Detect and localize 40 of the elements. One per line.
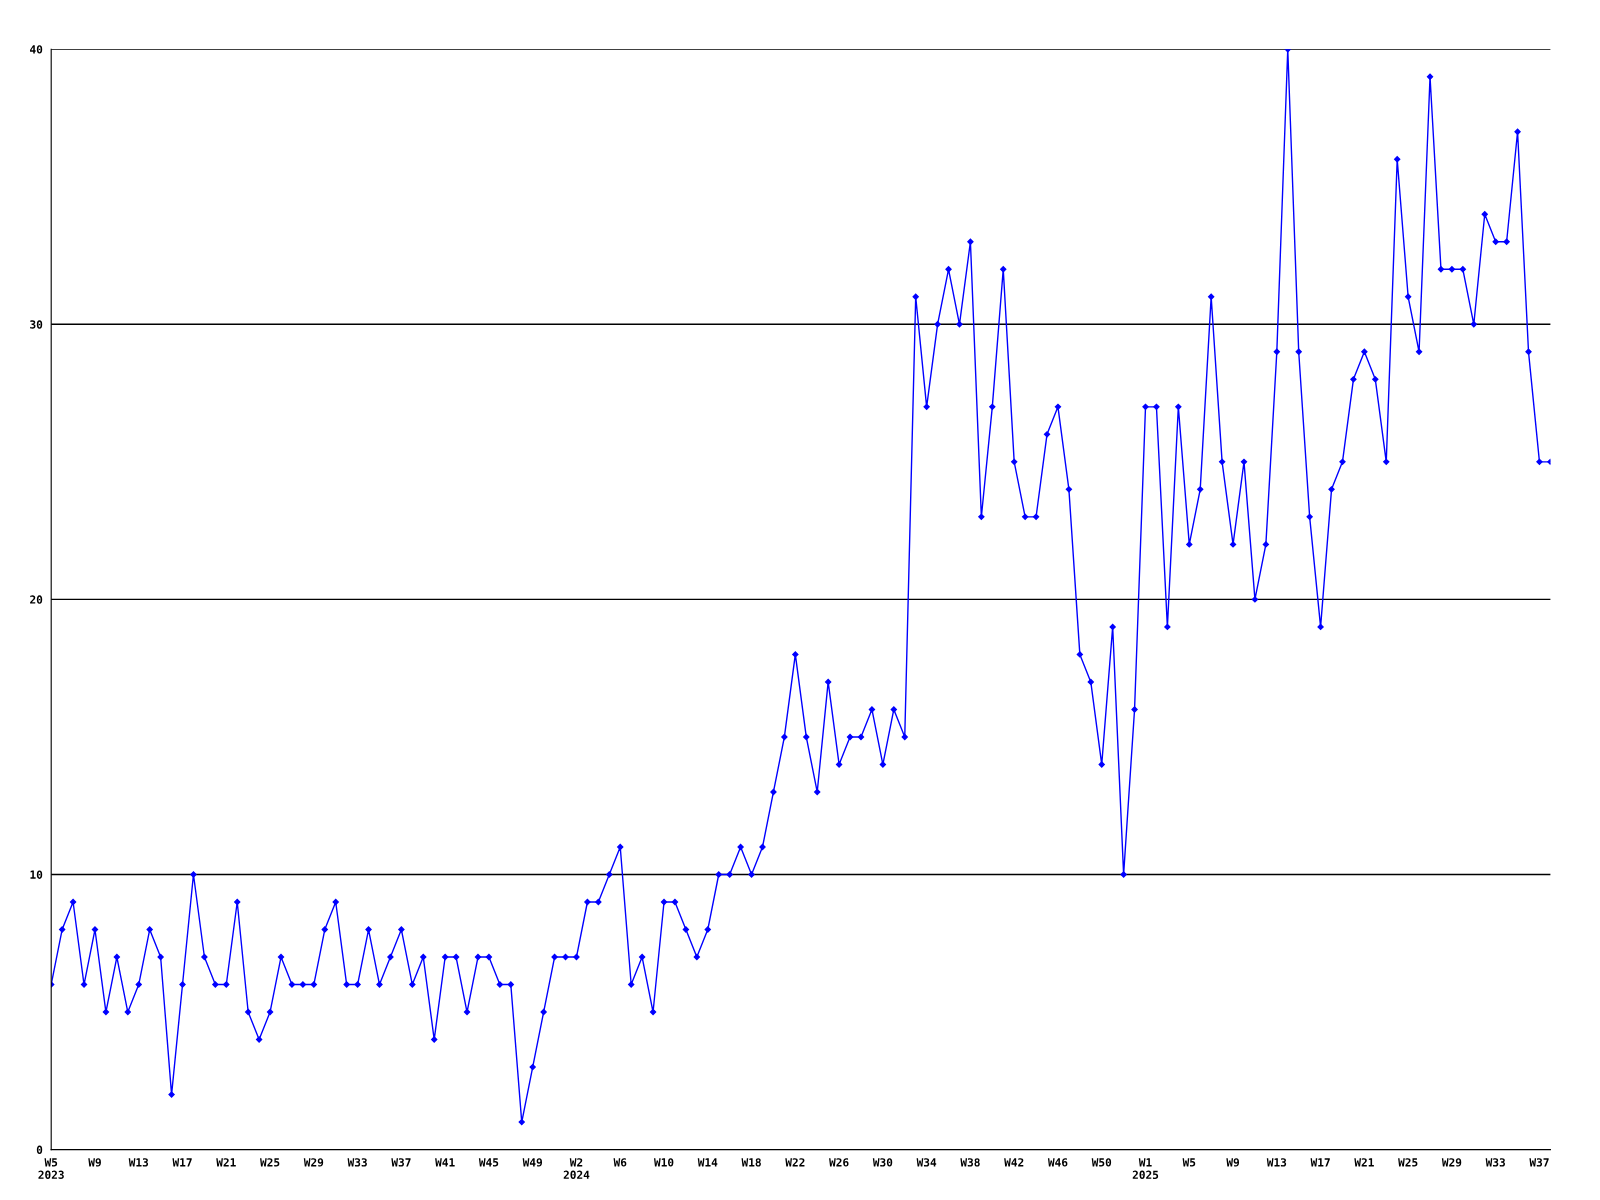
x-tick-label: W50 [1091, 1158, 1112, 1167]
x-tick-label: W33 [1485, 1158, 1505, 1167]
x-tick-label: W37 [391, 1158, 411, 1167]
y-tick-label: 20 [30, 595, 43, 604]
x-tick-label: W45 [478, 1158, 499, 1167]
x-tick-label: W38 [960, 1158, 980, 1167]
x-tick-label: W9 [88, 1158, 101, 1167]
x-tick-label: W5 [1182, 1158, 1196, 1167]
x-tick-label: W42 [1004, 1158, 1024, 1167]
x-tick-label: W21 [1354, 1158, 1374, 1167]
x-tick-label: W25 [260, 1158, 280, 1167]
x-tick-label: W9 [1226, 1158, 1240, 1167]
x-tick-label: W2 2024 [563, 1158, 590, 1179]
x-tick-label: W30 [872, 1158, 893, 1167]
x-tick-label: W1 2025 [1132, 1158, 1159, 1179]
x-tick-label: W13 [128, 1158, 149, 1167]
x-tick-label: W34 [916, 1158, 937, 1167]
x-tick-label: W17 [1310, 1158, 1330, 1167]
x-tick-label: W5 2023 [38, 1158, 64, 1179]
y-tick-label: 30 [30, 320, 43, 329]
x-tick-label: W21 [216, 1158, 236, 1167]
y-tick-label: 40 [30, 45, 43, 54]
x-tick-label: W26 [829, 1158, 849, 1167]
x-tick-label: W6 [613, 1158, 627, 1167]
x-tick-label: W49 [522, 1158, 543, 1167]
x-tick-label: W33 [347, 1158, 367, 1167]
x-tick-label: W29 [303, 1158, 324, 1167]
x-tick-label: W25 [1398, 1158, 1418, 1167]
x-tick-label: W22 [785, 1158, 805, 1167]
x-tick-label: W37 [1529, 1158, 1549, 1167]
x-tick-label: W46 [1047, 1158, 1068, 1167]
x-tick-label: W41 [435, 1158, 455, 1167]
y-tick-label: 10 [30, 870, 43, 879]
x-tick-label: W18 [741, 1158, 761, 1167]
x-tick-label: W17 [172, 1158, 192, 1167]
x-tick-label: W14 [697, 1158, 718, 1167]
x-tick-label: W10 [653, 1158, 674, 1167]
x-tick-label: W13 [1266, 1158, 1287, 1167]
y-tick-label: 0 [36, 1145, 43, 1154]
x-tick-label: W29 [1441, 1158, 1462, 1167]
